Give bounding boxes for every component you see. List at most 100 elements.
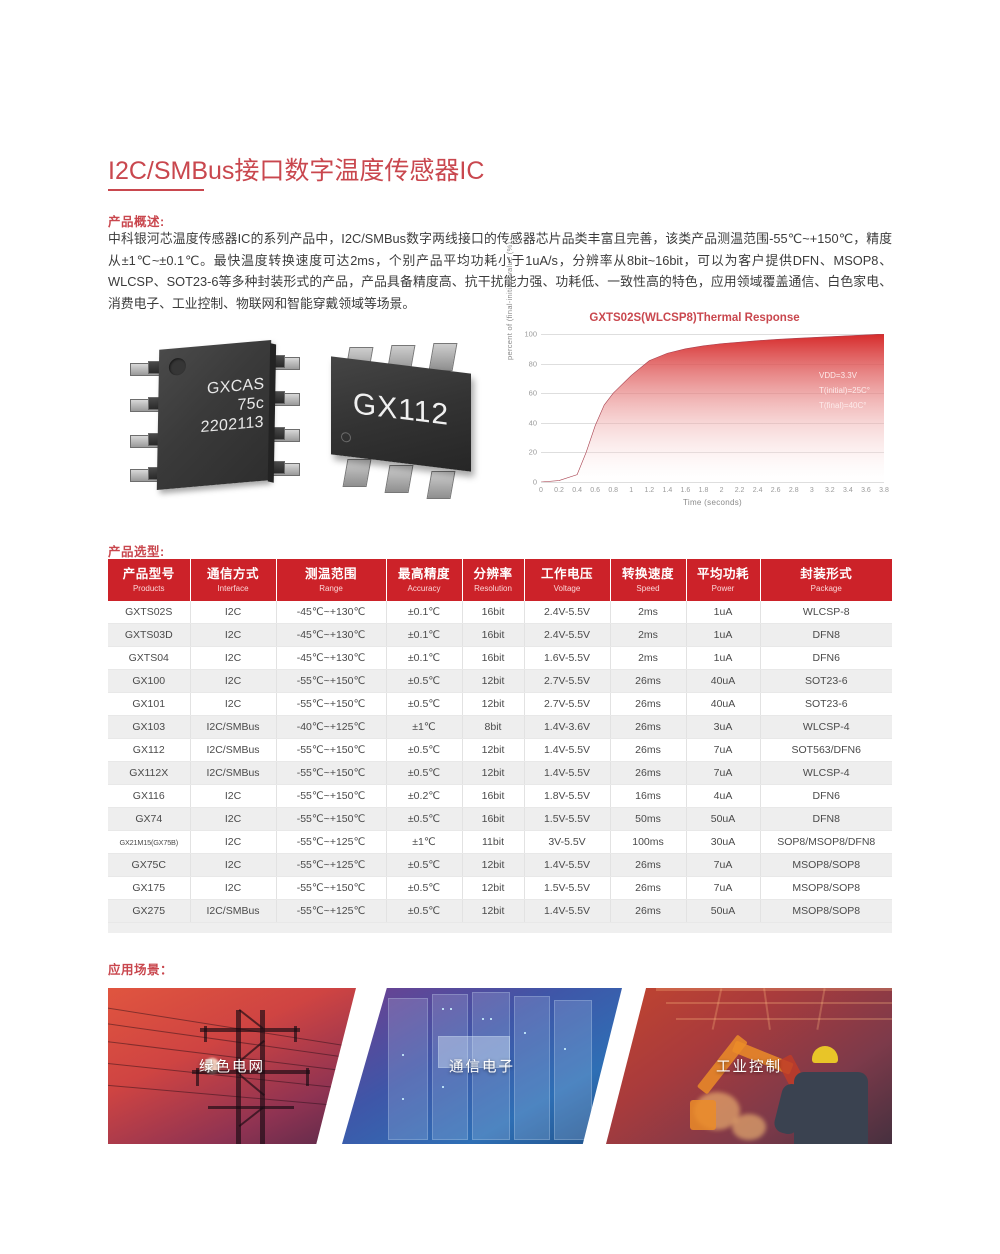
table-cell: MSOP8/SOP8 xyxy=(760,899,892,923)
panel-art-industrial-control xyxy=(606,988,892,1144)
y-tick-label: 20 xyxy=(528,447,537,457)
table-cell: ±0.5℃ xyxy=(386,761,463,785)
header-en: Range xyxy=(319,584,343,593)
chart-x-axis-label: Time (seconds) xyxy=(682,498,743,507)
table-cell: GXTS04 xyxy=(108,646,191,670)
table-cell: MSOP8/SOP8 xyxy=(760,876,892,900)
table-header-cell-5: 工作电压 Voltage xyxy=(524,559,611,601)
x-tick-label: 3.8 xyxy=(879,487,889,494)
table-cell: WLCSP-4 xyxy=(760,761,892,785)
chip-marking-gx112: GX112 xyxy=(352,387,450,432)
table-cell: WLCSP-8 xyxy=(760,601,892,624)
x-tick-label: 3 xyxy=(809,487,814,494)
pin1-dot-icon xyxy=(341,431,351,443)
chip-body-sot23-6: GX112 xyxy=(331,356,471,472)
x-tick-label: 0.6 xyxy=(590,487,601,494)
table-row: GX74 I2C -55℃~+150℃ ±0.5℃ 16bit 1.5V-5.5V 50ms… xyxy=(108,807,892,831)
x-tick-label: 0.4 xyxy=(572,487,582,494)
table-cell: 50uA xyxy=(686,899,761,923)
panel-art-power-grid xyxy=(108,988,356,1144)
table-cell: 50ms xyxy=(610,807,687,831)
gridline xyxy=(541,482,884,483)
table-header-cell-7: 平均功耗 Power xyxy=(686,559,761,601)
x-tick-label: 1.4 xyxy=(662,487,673,494)
table-cell: 16bit xyxy=(462,807,525,831)
table-cell: -45℃~+130℃ xyxy=(276,601,387,624)
page-title: I2C/SMBus接口数字温度传感器IC xyxy=(108,157,485,185)
x-tick-label: 3.4 xyxy=(843,487,853,494)
table-cell: SOP8/MSOP8/DFN8 xyxy=(760,830,892,854)
applications-section-label: 应用场景： xyxy=(108,963,174,977)
table-cell: DFN6 xyxy=(760,784,892,808)
table-footer-strip xyxy=(108,923,892,933)
header-en: Voltage xyxy=(553,584,581,593)
table-cell: 12bit xyxy=(462,853,525,877)
chip-body-sop8: GXCAS 75c 2202113 xyxy=(156,339,272,491)
table-cell: MSOP8/SOP8 xyxy=(760,853,892,877)
table-cell: 30uA xyxy=(686,830,761,854)
x-tick-label: 1.2 xyxy=(644,487,655,494)
table-cell: -55℃~+125℃ xyxy=(276,899,387,923)
table-cell: 1.4V-5.5V xyxy=(524,761,611,785)
table-cell: 2.7V-5.5V xyxy=(524,692,611,716)
header-cn: 通信方式 xyxy=(206,567,259,581)
table-cell: 2.4V-5.5V xyxy=(524,623,611,647)
table-cell: 16bit xyxy=(462,784,525,808)
y-tick-label: 0 xyxy=(532,477,537,487)
table-header-cell-3: 最高精度 Accuracy xyxy=(386,559,463,601)
table-cell: GXTS02S xyxy=(108,601,191,624)
header-cn: 转换速度 xyxy=(621,567,674,581)
header-en: Products xyxy=(132,584,165,593)
table-row: GXTS02S I2C -45℃~+130℃ ±0.1℃ 16bit 2.4V-5.5V 2… xyxy=(108,601,892,624)
table-cell: 3V-5.5V xyxy=(524,830,611,854)
x-tick-label: 0.2 xyxy=(554,487,564,494)
table-cell: 2ms xyxy=(610,646,687,670)
table-cell: GX101 xyxy=(108,692,191,716)
thermal-response-chart: GXTS02S(WLCSP8)Thermal Response percent … xyxy=(497,242,892,517)
chart-y-axis-label: percent of (final-initial) value (%) xyxy=(505,241,514,360)
table-cell: -55℃~+150℃ xyxy=(276,784,387,808)
table-cell: 1.4V-5.5V xyxy=(524,738,611,762)
table-cell: 7uA xyxy=(686,738,761,762)
table-cell: GX175 xyxy=(108,876,191,900)
table-cell: 7uA xyxy=(686,761,761,785)
table-cell: 1.6V-5.5V xyxy=(524,646,611,670)
chart-annotation-line: T(initial)=25C° xyxy=(819,386,870,395)
header-cn: 最高精度 xyxy=(397,567,450,581)
table-cell: 1.4V-3.6V xyxy=(524,715,611,739)
table-cell: 100ms xyxy=(610,830,687,854)
table-cell: 12bit xyxy=(462,692,525,716)
table-cell: GX100 xyxy=(108,669,191,693)
table-cell: 7uA xyxy=(686,876,761,900)
table-cell: ±0.1℃ xyxy=(386,601,463,624)
table-cell: I2C xyxy=(190,830,277,854)
table-cell: 40uA xyxy=(686,692,761,716)
overview-section-label: 产品概述: xyxy=(108,215,165,229)
x-tick-label: 2.4 xyxy=(752,487,763,494)
table-header-cell-0: 产品型号 Products xyxy=(108,559,191,601)
table-cell: SOT23-6 xyxy=(760,669,892,693)
table-cell: 26ms xyxy=(610,669,687,693)
table-cell: I2C/SMBus xyxy=(190,899,277,923)
y-tick-label: 80 xyxy=(528,359,537,369)
table-cell: -55℃~+150℃ xyxy=(276,669,387,693)
application-panel-industrial-control[interactable]: 工业控制 xyxy=(606,988,892,1144)
table-cell: GX116 xyxy=(108,784,191,808)
table-cell: DFN8 xyxy=(760,623,892,647)
table-cell: 16bit xyxy=(462,646,525,670)
product-photos: GXCAS 75c 2202113 GX112 xyxy=(110,325,490,515)
application-panel-communications[interactable]: 通信电子 xyxy=(342,988,622,1144)
application-panel-power-grid[interactable]: 绿色电网 xyxy=(108,988,356,1144)
table-cell: 16ms xyxy=(610,784,687,808)
header-cn: 封装形式 xyxy=(800,567,853,581)
table-header-cell-6: 转换速度 Speed xyxy=(610,559,687,601)
table-cell: DFN8 xyxy=(760,807,892,831)
chart-annotation-line: VDD=3.3V xyxy=(819,371,858,380)
chip-photo-sot23-6: GX112 xyxy=(315,343,490,499)
header-en: Speed xyxy=(636,584,660,593)
table-cell: 11bit xyxy=(462,830,525,854)
table-header-row: 产品型号 Products 通信方式 Interface 测温范围 Range 最高精度 Ac… xyxy=(108,559,892,601)
table-cell: ±0.5℃ xyxy=(386,692,463,716)
table-row: GXTS03D I2C -45℃~+130℃ ±0.1℃ 16bit 2.4V-5.5V 2… xyxy=(108,623,892,647)
